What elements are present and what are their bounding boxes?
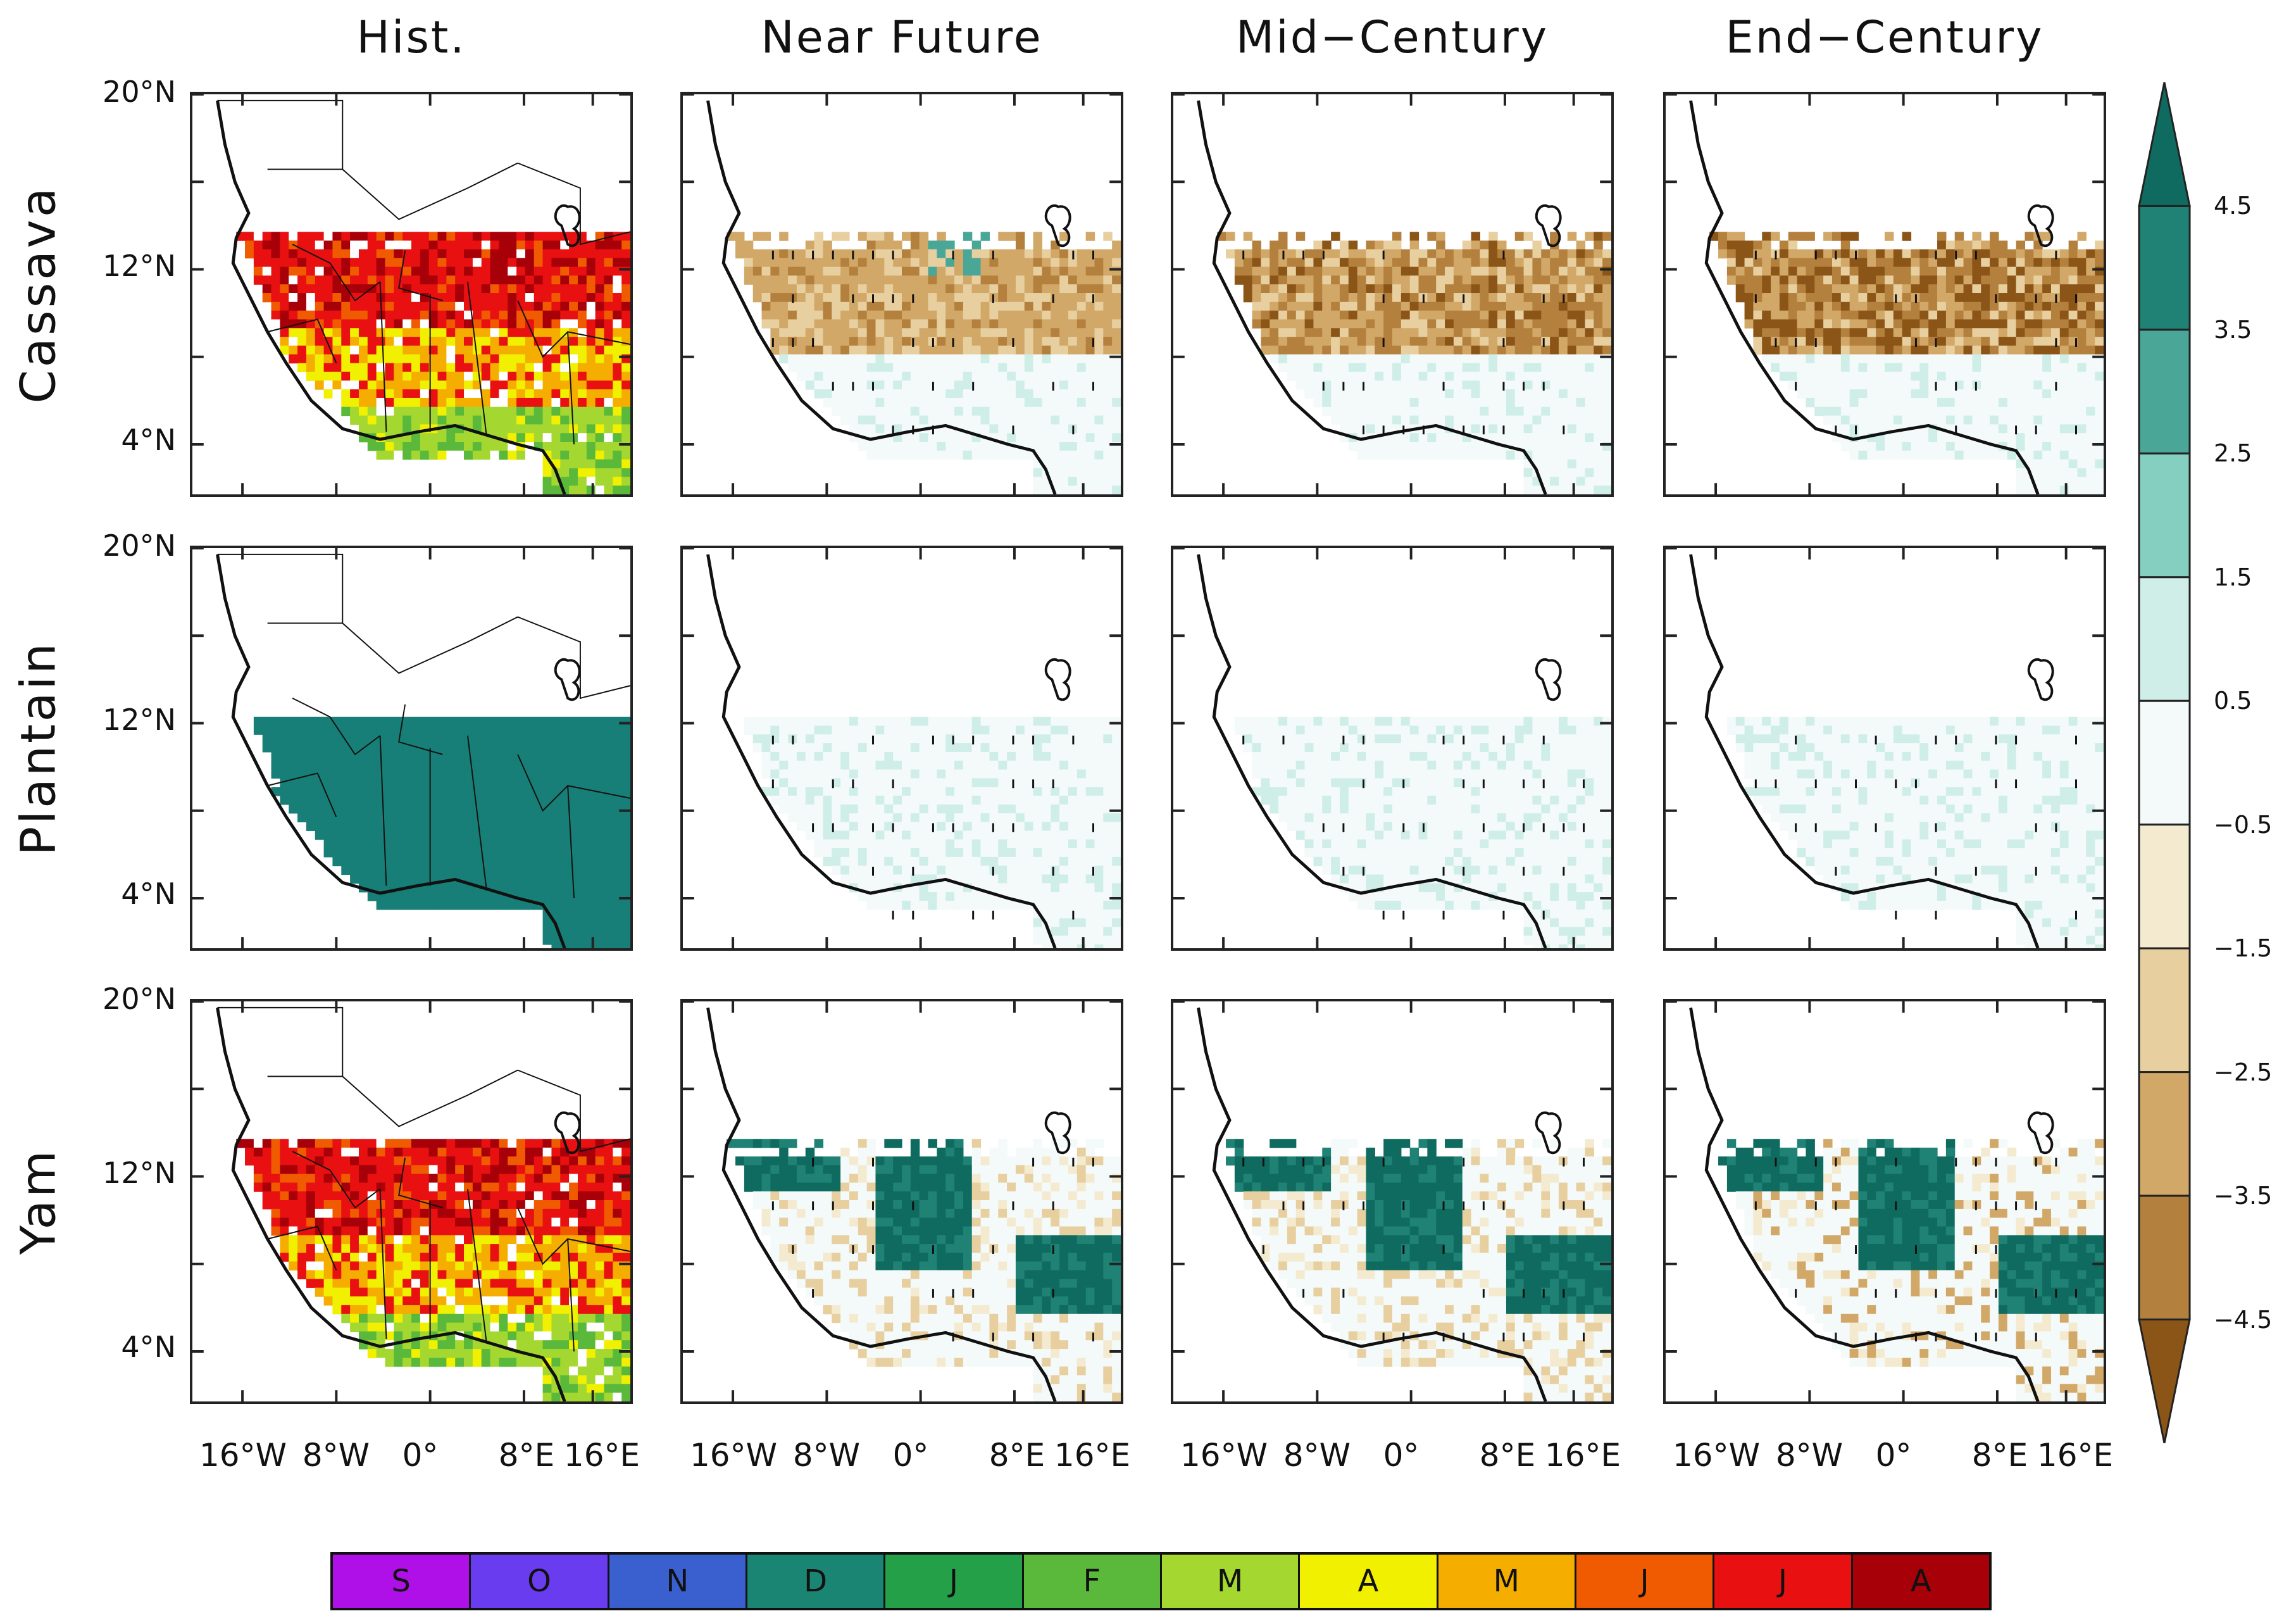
lon-tick-label: 0° <box>892 1437 929 1474</box>
month-cell: O <box>471 1555 609 1608</box>
month-cell: M <box>1161 1555 1301 1608</box>
lat-tick-label: 20°N <box>103 75 176 109</box>
column-title-3: End−Century <box>1725 11 2044 63</box>
column-title-2: Mid−Century <box>1235 11 1549 63</box>
month-cell: F <box>1023 1555 1162 1608</box>
lat-tick-label: 12°N <box>103 703 176 737</box>
month-cell: A <box>1852 1555 1989 1608</box>
lat-tick-label: 20°N <box>103 529 176 563</box>
colorbar-label: 4.5 <box>2214 192 2252 220</box>
lon-tick-label: 8°E <box>989 1437 1045 1474</box>
row-label-plantain: Plantain <box>9 641 66 856</box>
colorbar-label: −3.5 <box>2214 1182 2273 1210</box>
month-cell: N <box>609 1555 747 1608</box>
colorbar <box>2133 82 2196 1444</box>
lat-tick-label: 20°N <box>103 982 176 1016</box>
lon-tick-label: 16°W <box>689 1437 778 1474</box>
month-cell: A <box>1300 1555 1438 1608</box>
lon-tick-label: 16°E <box>1544 1437 1621 1474</box>
map-panel-yam-2 <box>1171 999 1614 1404</box>
lon-tick-label: 0° <box>1875 1437 1912 1474</box>
map-panel-yam-1 <box>680 999 1123 1404</box>
map-panel-cassava-0 <box>190 92 633 497</box>
colorbar-segment <box>2138 82 2191 207</box>
lat-tick-label: 12°N <box>103 1156 176 1191</box>
map-panel-plantain-1 <box>680 546 1123 951</box>
lon-tick-label: 8°E <box>1479 1437 1536 1474</box>
colorbar-segment <box>2138 1319 2191 1444</box>
colorbar-segment <box>2138 947 2191 1074</box>
lon-tick-label: 8°W <box>302 1437 370 1474</box>
row-label-cassava: Cassava <box>9 185 66 404</box>
colorbar-segment <box>2138 329 2191 454</box>
lon-tick-label: 8°E <box>1971 1437 2028 1474</box>
colorbar-label: −0.5 <box>2214 810 2273 839</box>
lon-tick-label: 16°E <box>563 1437 640 1474</box>
month-cell: J <box>1576 1555 1715 1608</box>
colorbar-label: 3.5 <box>2214 315 2252 344</box>
lat-tick-label: 4°N <box>121 877 176 912</box>
lon-tick-label: 0° <box>1383 1437 1419 1474</box>
lon-tick-label: 8°E <box>498 1437 555 1474</box>
month-cell: J <box>1714 1555 1853 1608</box>
lon-tick-label: 8°W <box>1775 1437 1844 1474</box>
lon-tick-label: 16°E <box>1054 1437 1131 1474</box>
colorbar-segment <box>2138 699 2191 826</box>
lon-tick-label: 8°W <box>1283 1437 1351 1474</box>
colorbar-segment <box>2138 452 2191 579</box>
month-cell: M <box>1438 1555 1576 1608</box>
colorbar-segment <box>2138 1194 2191 1321</box>
map-panel-yam-0 <box>190 999 633 1404</box>
colorbar-label: −2.5 <box>2214 1058 2273 1086</box>
column-title-0: Hist. <box>356 11 466 63</box>
lon-tick-label: 16°W <box>1672 1437 1761 1474</box>
colorbar-segment <box>2138 576 2191 702</box>
colorbar-label: 2.5 <box>2214 439 2252 468</box>
colorbar-segment <box>2138 1071 2191 1197</box>
row-label-yam: Yam <box>9 1148 66 1255</box>
colorbar-label: 1.5 <box>2214 563 2252 591</box>
map-panel-plantain-0 <box>190 546 633 951</box>
colorbar-segment <box>2138 824 2191 949</box>
lon-tick-label: 16°E <box>2037 1437 2114 1474</box>
lat-tick-label: 4°N <box>121 1330 176 1365</box>
map-panel-cassava-1 <box>680 92 1123 497</box>
lon-tick-label: 8°W <box>792 1437 861 1474</box>
lat-tick-label: 4°N <box>121 423 176 458</box>
lon-tick-label: 16°W <box>199 1437 287 1474</box>
map-panel-plantain-2 <box>1171 546 1614 951</box>
month-cell: S <box>333 1555 471 1608</box>
month-cell: D <box>747 1555 886 1608</box>
colorbar-label: 0.5 <box>2214 687 2252 715</box>
column-title-1: Near Future <box>761 11 1043 63</box>
month-cell: J <box>885 1555 1024 1608</box>
map-panel-yam-3 <box>1663 999 2106 1404</box>
lon-tick-label: 16°W <box>1180 1437 1268 1474</box>
map-panel-plantain-3 <box>1663 546 2106 951</box>
colorbar-label: −4.5 <box>2214 1305 2273 1334</box>
colorbar-segment <box>2138 204 2191 331</box>
map-panel-cassava-3 <box>1663 92 2106 497</box>
colorbar-label: −1.5 <box>2214 934 2273 963</box>
map-panel-cassava-2 <box>1171 92 1614 497</box>
lon-tick-label: 0° <box>402 1437 439 1474</box>
lat-tick-label: 12°N <box>103 249 176 284</box>
